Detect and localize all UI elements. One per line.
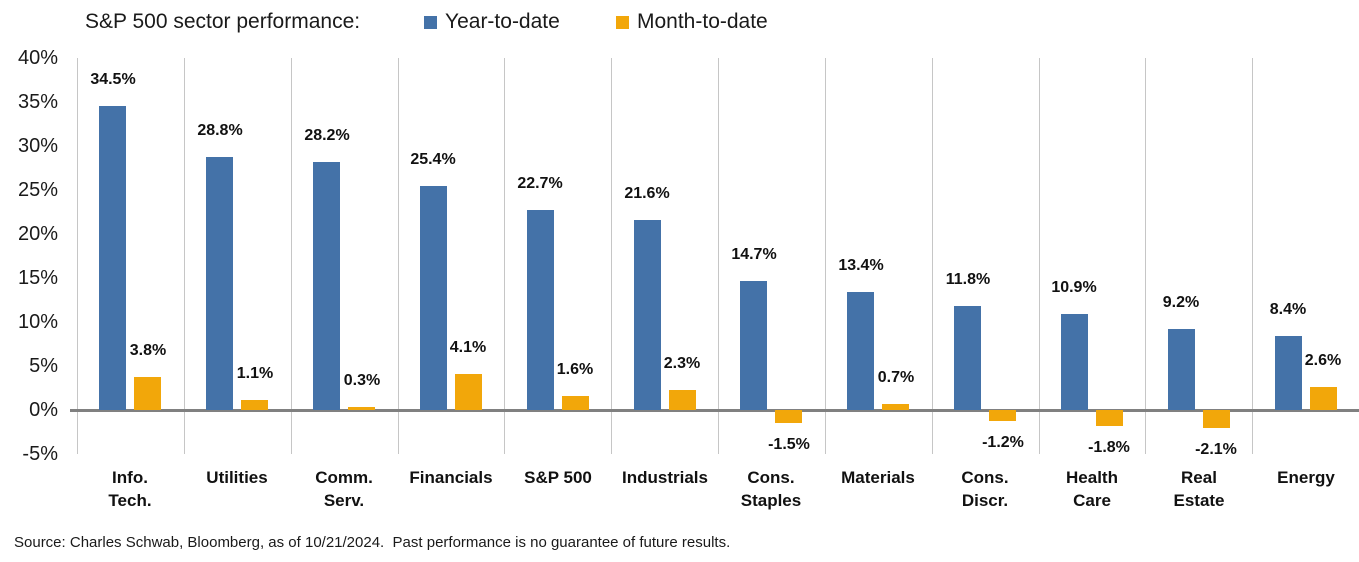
gridline bbox=[611, 58, 612, 454]
y-tick-label: 25% bbox=[17, 179, 58, 201]
bar-year-to-date bbox=[847, 292, 874, 410]
bar-month-to-date bbox=[241, 400, 268, 410]
x-category-label: Comm. Serv. bbox=[315, 468, 373, 510]
x-category-label: S&P 500 bbox=[524, 468, 592, 487]
gridline bbox=[718, 58, 719, 454]
value-label: 1.6% bbox=[556, 360, 594, 378]
bar-year-to-date bbox=[954, 306, 981, 410]
bar-month-to-date bbox=[134, 376, 161, 410]
gridline bbox=[1145, 58, 1146, 454]
bar-month-to-date bbox=[669, 389, 696, 410]
bar-month-to-date bbox=[562, 395, 589, 410]
gridline bbox=[1039, 58, 1040, 454]
bar-month-to-date bbox=[348, 407, 375, 410]
value-label: 0.7% bbox=[877, 368, 915, 386]
value-label: 10.9% bbox=[1051, 279, 1097, 297]
gridline bbox=[291, 58, 292, 454]
x-category-label: Cons. Staples bbox=[740, 468, 802, 510]
bar-month-to-date bbox=[882, 403, 909, 410]
legend-swatch-year-to-date bbox=[424, 15, 437, 29]
gridline bbox=[77, 58, 78, 454]
x-category-label: Materials bbox=[841, 468, 915, 487]
value-label: 4.1% bbox=[449, 338, 487, 356]
value-label: 2.3% bbox=[663, 354, 701, 372]
y-tick-label: 10% bbox=[17, 311, 58, 333]
bar-year-to-date bbox=[1061, 314, 1088, 410]
x-category-label: Health Care bbox=[1066, 468, 1118, 510]
value-label: 13.4% bbox=[838, 257, 884, 275]
value-label: 1.1% bbox=[236, 365, 274, 383]
y-tick-label: 40% bbox=[17, 47, 58, 69]
bar-month-to-date bbox=[1203, 410, 1230, 429]
y-tick-label: 0% bbox=[29, 399, 58, 421]
x-category-label: Real Estate bbox=[1173, 468, 1225, 510]
value-label: 0.3% bbox=[343, 372, 381, 390]
legend-swatch-month-to-date bbox=[616, 15, 629, 29]
x-category-label: Financials bbox=[409, 468, 493, 487]
x-category-label: Energy bbox=[1277, 468, 1335, 487]
y-tick-label: 35% bbox=[17, 91, 58, 113]
zero-axis-line bbox=[70, 409, 1359, 412]
value-label: -2.1% bbox=[1195, 441, 1237, 459]
legend-label-month-to-date: Month-to-date bbox=[637, 10, 768, 33]
x-category-label: Industrials bbox=[622, 468, 708, 487]
value-label: 3.8% bbox=[129, 341, 167, 359]
legend-label-year-to-date: Year-to-date bbox=[445, 10, 560, 33]
value-label: 8.4% bbox=[1269, 301, 1307, 319]
gridline bbox=[504, 58, 505, 454]
legend-item-year-to-date: Year-to-date bbox=[424, 9, 560, 35]
bar-year-to-date bbox=[1275, 336, 1302, 410]
bar-month-to-date bbox=[989, 410, 1016, 421]
source-note: Source: Charles Schwab, Bloomberg, as of… bbox=[14, 534, 731, 551]
value-label: 25.4% bbox=[410, 151, 456, 169]
y-tick-label: 20% bbox=[17, 223, 58, 245]
value-label: 28.2% bbox=[304, 126, 350, 144]
value-label: -1.2% bbox=[982, 433, 1024, 451]
gridline bbox=[1252, 58, 1253, 454]
value-label: 9.2% bbox=[1162, 294, 1200, 312]
value-label: 2.6% bbox=[1304, 352, 1342, 370]
bar-year-to-date bbox=[527, 210, 554, 410]
value-label: -1.5% bbox=[768, 436, 810, 454]
bar-month-to-date bbox=[455, 373, 482, 410]
gridline bbox=[825, 58, 826, 454]
bar-year-to-date bbox=[1168, 329, 1195, 410]
bar-month-to-date bbox=[775, 410, 802, 424]
legend-item-month-to-date: Month-to-date bbox=[616, 9, 768, 35]
bar-year-to-date bbox=[634, 219, 661, 410]
bar-month-to-date bbox=[1310, 387, 1337, 410]
value-label: 28.8% bbox=[197, 121, 243, 139]
bar-year-to-date bbox=[206, 156, 233, 410]
x-category-label: Info. Tech. bbox=[108, 468, 152, 510]
chart-title: S&P 500 sector performance: bbox=[85, 10, 361, 33]
y-tick-label: 30% bbox=[17, 135, 58, 157]
value-label: 34.5% bbox=[90, 71, 136, 89]
y-tick-label: -5% bbox=[22, 443, 58, 465]
x-category-label: Cons. Discr. bbox=[961, 468, 1009, 510]
value-label: 22.7% bbox=[517, 175, 563, 193]
bar-month-to-date bbox=[1096, 410, 1123, 426]
y-tick-label: 5% bbox=[29, 355, 58, 377]
gridline bbox=[184, 58, 185, 454]
y-tick-label: 15% bbox=[17, 267, 58, 289]
bar-year-to-date bbox=[740, 280, 767, 410]
bar-year-to-date bbox=[420, 186, 447, 410]
bar-year-to-date bbox=[313, 161, 340, 410]
value-label: 14.7% bbox=[731, 245, 777, 263]
value-label: 11.8% bbox=[945, 271, 991, 289]
gridline bbox=[932, 58, 933, 454]
value-label: -1.8% bbox=[1088, 438, 1130, 456]
value-label: 21.6% bbox=[624, 184, 670, 202]
x-category-label: Utilities bbox=[206, 468, 268, 487]
bar-year-to-date bbox=[99, 106, 126, 410]
gridline bbox=[398, 58, 399, 454]
